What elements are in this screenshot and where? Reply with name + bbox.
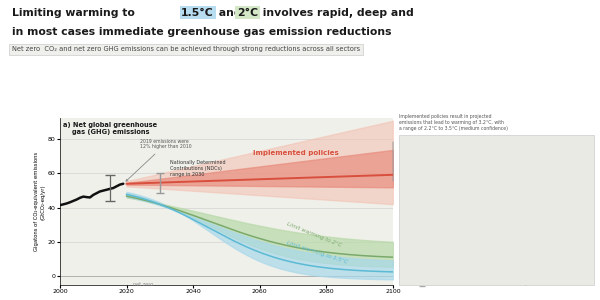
Text: Key: Key bbox=[410, 141, 424, 147]
Text: Limit warming to 2°C (>67%): Limit warming to 2°C (>67%) bbox=[443, 199, 512, 203]
Text: 2°C: 2°C bbox=[237, 8, 258, 17]
Text: Limit warming to 2°C: Limit warming to 2°C bbox=[286, 222, 343, 248]
Text: Past emissions (2000–2015): Past emissions (2000–2015) bbox=[443, 248, 508, 253]
Text: Net zero  CO₂ and net zero GHG emissions can be achieved through strong reductio: Net zero CO₂ and net zero GHG emissions … bbox=[12, 46, 360, 52]
Bar bbox=[407, 155, 436, 168]
Text: Implemented policies: Implemented policies bbox=[253, 149, 339, 155]
Text: 1.5°C: 1.5°C bbox=[181, 8, 214, 17]
Text: Model range for 2015 emissions: Model range for 2015 emissions bbox=[443, 266, 518, 271]
Bar bbox=[407, 158, 436, 165]
Text: net zero: net zero bbox=[133, 282, 154, 287]
Text: Implemented policies result in projected
emissions that lead to warming of 3.2°C: Implemented policies result in projected… bbox=[399, 114, 508, 130]
Text: and: and bbox=[215, 8, 245, 17]
Text: Nationally Determined
Contributions (NDCs)
range in 2030: Nationally Determined Contributions (NDC… bbox=[170, 160, 226, 177]
Text: a) Net global greenhouse
    gas (GHG) emissions: a) Net global greenhouse gas (GHG) emiss… bbox=[64, 122, 157, 135]
Text: Past GHG emissions and uncertainty for: Past GHG emissions and uncertainty for bbox=[443, 281, 535, 286]
Text: 2019 emissions were
12% higher than 2010: 2019 emissions were 12% higher than 2010 bbox=[126, 139, 191, 181]
Bar bbox=[407, 197, 436, 203]
Text: Limit warming to 1.5°C (>50%)
with no or limited overshoot: Limit warming to 1.5°C (>50%) with no or… bbox=[443, 222, 516, 233]
Text: Limit warming to 1.5°C: Limit warming to 1.5°C bbox=[286, 240, 349, 265]
Text: Limiting warming to: Limiting warming to bbox=[12, 8, 139, 17]
Y-axis label: Gigatons of CO₂-equivalent emissions
(GtCO₂-eq/yr): Gigatons of CO₂-equivalent emissions (Gt… bbox=[34, 152, 45, 251]
Text: Implemented policies
(median, with percentiles 25-75% and 5-95%): Implemented policies (median, with perce… bbox=[443, 159, 550, 170]
Text: involves rapid, deep and: involves rapid, deep and bbox=[259, 8, 414, 17]
Text: in most cases immediate greenhouse gas emission reductions: in most cases immediate greenhouse gas e… bbox=[12, 27, 392, 37]
Bar bbox=[407, 220, 436, 226]
